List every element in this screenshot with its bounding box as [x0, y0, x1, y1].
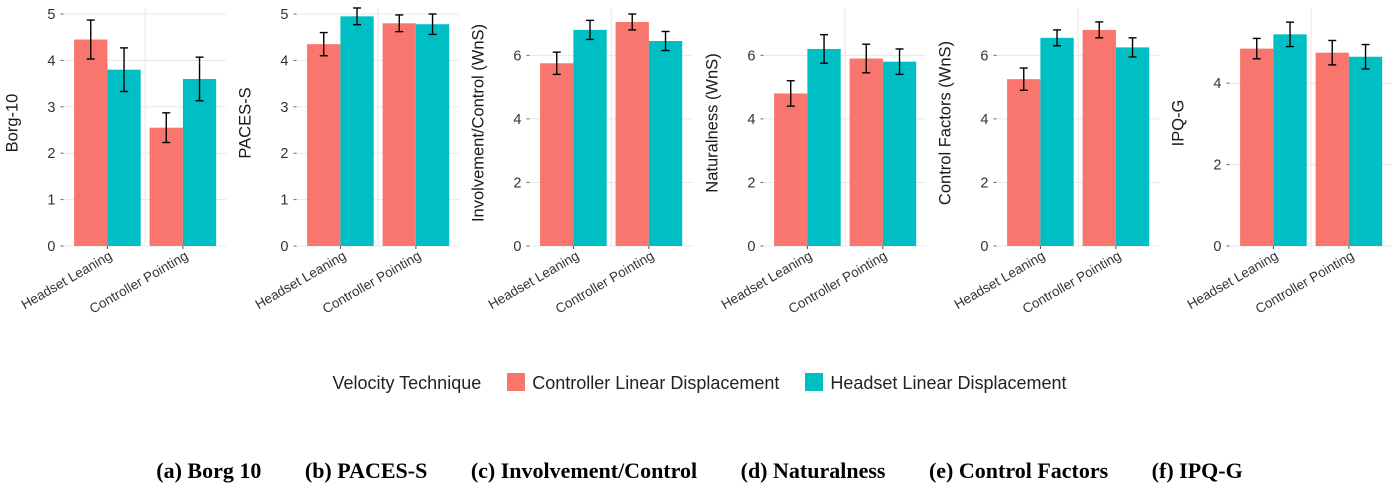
svg-text:1: 1 — [47, 193, 55, 209]
svg-text:6: 6 — [514, 48, 522, 64]
svg-text:2: 2 — [514, 175, 522, 191]
svg-text:3: 3 — [281, 100, 289, 116]
svg-text:2: 2 — [747, 175, 755, 191]
svg-text:1: 1 — [281, 193, 289, 209]
svg-text:6: 6 — [747, 48, 755, 64]
svg-text:0: 0 — [514, 239, 522, 255]
svg-text:0: 0 — [1213, 239, 1221, 255]
svg-text:4: 4 — [47, 53, 55, 69]
svg-text:2: 2 — [47, 146, 55, 162]
svg-text:5: 5 — [47, 7, 55, 23]
svg-text:2: 2 — [1213, 158, 1221, 174]
svg-text:4: 4 — [281, 53, 289, 69]
svg-text:2: 2 — [980, 175, 988, 191]
svg-text:4: 4 — [980, 112, 988, 128]
svg-text:0: 0 — [980, 239, 988, 255]
svg-text:0: 0 — [281, 239, 289, 255]
svg-text:3: 3 — [47, 100, 55, 116]
svg-text:4: 4 — [1213, 76, 1221, 92]
svg-text:4: 4 — [514, 112, 522, 128]
svg-text:6: 6 — [980, 48, 988, 64]
svg-text:4: 4 — [747, 112, 755, 128]
svg-text:2: 2 — [281, 146, 289, 162]
svg-text:0: 0 — [747, 239, 755, 255]
svg-text:5: 5 — [281, 7, 289, 23]
svg-text:0: 0 — [47, 239, 55, 255]
